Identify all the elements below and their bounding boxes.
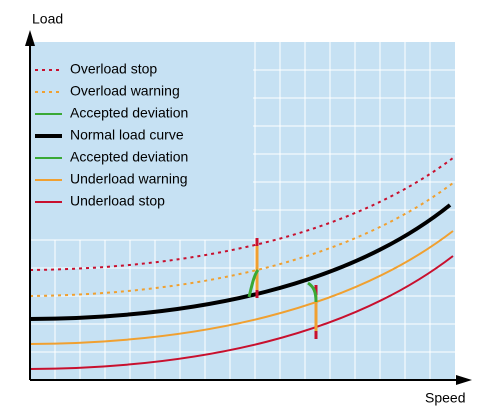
curves [29,157,454,370]
legend-label: Overload stop [70,61,157,77]
legend-box [31,43,253,235]
legend-label: Underload warning [70,171,188,187]
y-axis-label: Load [32,11,63,27]
axes [25,30,472,385]
x-axis-label: Speed [425,390,465,406]
legend-label: Overload warning [70,83,180,99]
legend: Overload stop Overload warning Accepted … [35,61,188,209]
legend-label: Accepted deviation [70,105,188,121]
legend-label: Underload stop [70,193,165,209]
legend-label: Accepted deviation [70,149,188,165]
legend-label: Normal load curve [70,127,184,143]
